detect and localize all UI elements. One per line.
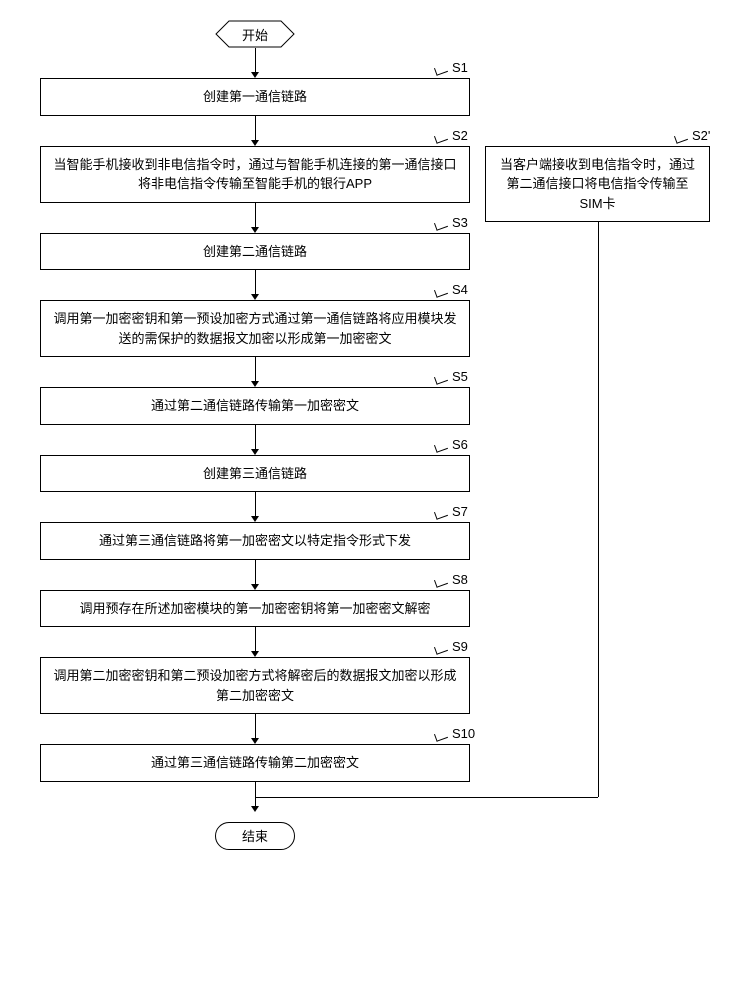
step-s6: 创建第三通信链路 [40,455,470,493]
arrow [40,425,470,455]
step-label-s2p: S2' [692,128,710,143]
start-terminal: 开始 [215,20,295,48]
side-connector-horizontal [255,797,598,798]
arrow [40,560,470,590]
label-tick [674,132,688,144]
step-label-s5: S5 [452,369,468,384]
step-label-s10: S10 [452,726,475,741]
step-s2: 当智能手机接收到非电信指令时，通过与智能手机连接的第一通信接口将非电信指令传输至… [40,146,470,203]
step-s8: 调用预存在所述加密模块的第一加密密钥将第一加密密文解密 [40,590,470,628]
step-s7: 通过第三通信链路将第一加密密文以特定指令形式下发 [40,522,470,560]
step-label-s2: S2 [452,128,468,143]
step-label-s3: S3 [452,215,468,230]
flowchart-container: 开始 S1 创建第一通信链路 S2 当智能手机接收到非电信指令时，通过与智能手机… [40,20,720,850]
step-label-s1: S1 [452,60,468,75]
step-label-s4: S4 [452,282,468,297]
arrow [40,270,470,300]
arrow [40,714,470,744]
end-label: 结束 [242,826,268,845]
end-terminal: 结束 [215,822,295,850]
step-s4: 调用第一加密密钥和第一预设加密方式通过第一通信链路将应用模块发送的需保护的数据报… [40,300,470,357]
side-connector-vertical [598,222,599,797]
arrow [40,627,470,657]
start-label: 开始 [215,20,295,48]
arrow [40,492,470,522]
step-label-s8: S8 [452,572,468,587]
step-label-s9: S9 [452,639,468,654]
arrow [40,203,470,233]
step-s2-prime: 当客户端接收到电信指令时，通过第二通信接口将电信指令传输至SIM卡 [485,146,710,223]
arrow-final [40,782,470,822]
step-s10: 通过第三通信链路传输第二加密密文 [40,744,470,782]
step-label-s7: S7 [452,504,468,519]
arrow [40,357,470,387]
step-s1: 创建第一通信链路 [40,78,470,116]
step-label-s6: S6 [452,437,468,452]
step-s3: 创建第二通信链路 [40,233,470,271]
step-s5: 通过第二通信链路传输第一加密密文 [40,387,470,425]
arrow [40,116,470,146]
arrow [40,48,470,78]
step-s9: 调用第二加密密钥和第二预设加密方式将解密后的数据报文加密以形成第二加密密文 [40,657,470,714]
